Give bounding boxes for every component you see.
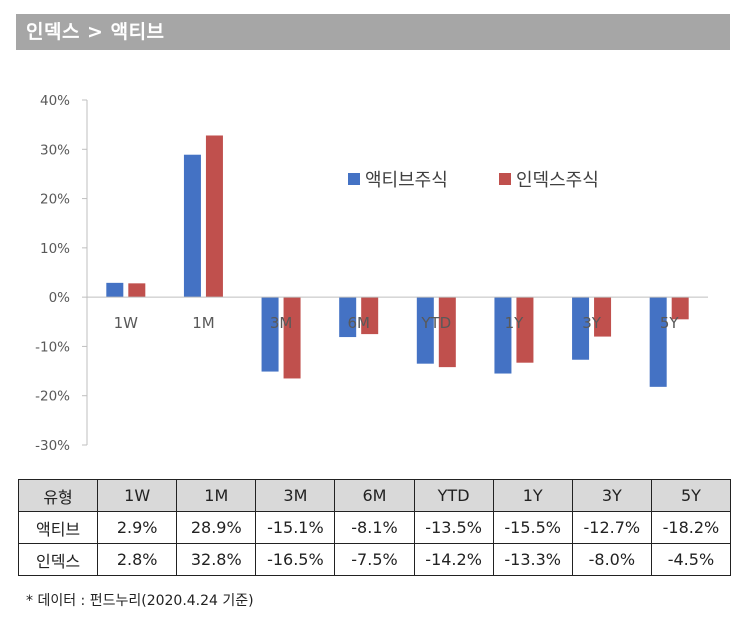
table-row-active: 액티브 2.9% 28.9% -15.1% -8.1% -13.5% -15.5… — [17, 511, 732, 544]
x-category-label: 3Y — [582, 314, 602, 332]
bar-index-1m — [205, 135, 223, 298]
table-cell: -4.5% — [650, 543, 732, 576]
bar-active-6m — [339, 297, 357, 338]
x-category-label: 1Y — [505, 314, 525, 332]
table-header-cell: 5Y — [650, 479, 732, 512]
table-cell: -13.3% — [492, 543, 573, 576]
legend-label: 액티브주식 — [365, 170, 448, 191]
table-cell: 2.8% — [97, 543, 178, 576]
bar-index-3y — [594, 297, 612, 337]
table-header-cell: 1W — [97, 479, 178, 512]
x-category-label: YTD — [420, 314, 451, 332]
y-tick-label: -20% — [35, 389, 70, 405]
legend-swatch — [348, 173, 360, 185]
table-cell: -18.2% — [650, 511, 732, 544]
bar-index-6m — [361, 297, 379, 335]
bar-index-3m — [283, 297, 301, 379]
table-header-cell: 1M — [176, 479, 257, 512]
returns-table: 유형 1W 1M 3M 6M YTD 1Y 3Y 5Y 액티브 2.9% 28.… — [17, 479, 732, 576]
bar-active-1m — [183, 154, 201, 298]
table-cell: 2.9% — [97, 511, 178, 544]
table-cell: 32.8% — [176, 543, 257, 576]
y-tick-label: 0% — [49, 290, 71, 306]
table-cell: -12.7% — [571, 511, 652, 544]
bar-active-1w — [106, 282, 124, 298]
table-cell: -15.1% — [255, 511, 336, 544]
table-cell: -7.5% — [334, 543, 415, 576]
y-tick-label: -30% — [35, 438, 70, 454]
table-header-cell: 6M — [334, 479, 415, 512]
y-tick-label: 20% — [40, 192, 70, 208]
bar-index-1w — [128, 283, 146, 298]
row-label: 액티브 — [17, 511, 99, 544]
bar-chart: 40% 30% 20% 10% 0% -10% -20% -30% 1W 1M 3M 6M YTD 1Y 3… — [35, 93, 708, 454]
bar-active-3m — [261, 297, 279, 372]
bar-index-ytd — [438, 297, 456, 368]
x-category-label: 3M — [270, 314, 293, 332]
y-tick-label: 10% — [40, 241, 70, 257]
table-cell: -8.0% — [571, 543, 652, 576]
section-title: 인덱스 > 액티브 — [26, 21, 165, 43]
table-cell: 28.9% — [176, 511, 257, 544]
table-row-index: 인덱스 2.8% 32.8% -16.5% -7.5% -14.2% -13.3… — [17, 543, 732, 576]
table-cell: -16.5% — [255, 543, 336, 576]
legend-swatch — [499, 173, 511, 185]
table-cell: -13.5% — [413, 511, 494, 544]
bar-active-5y — [649, 297, 667, 387]
bar-index-1y — [516, 297, 534, 363]
legend-label: 인덱스주식 — [516, 170, 599, 191]
table-header-cell: 3Y — [571, 479, 652, 512]
x-category-label: 6M — [347, 314, 370, 332]
x-category-label: 1W — [114, 314, 139, 332]
table-cell: -15.5% — [492, 511, 573, 544]
y-tick-label: 40% — [40, 93, 70, 109]
x-category-label: 5Y — [660, 314, 680, 332]
table-header-cell: YTD — [413, 479, 494, 512]
section-header: 인덱스 > 액티브 — [16, 14, 730, 50]
row-label: 인덱스 — [17, 543, 99, 576]
data-source-footnote: * 데이터 : 펀드누리(2020.4.24 기준) — [26, 593, 254, 609]
bar-active-3y — [572, 297, 590, 360]
table-header-cell: 유형 — [17, 479, 99, 512]
table-header-cell: 1Y — [492, 479, 573, 512]
table-cell: -8.1% — [334, 511, 415, 544]
y-tick-label: 30% — [40, 142, 70, 158]
bar-active-ytd — [416, 297, 434, 364]
x-category-label: 1M — [192, 314, 215, 332]
table-header-row: 유형 1W 1M 3M 6M YTD 1Y 3Y 5Y — [17, 479, 732, 512]
table-cell: -14.2% — [413, 543, 494, 576]
table-header-cell: 3M — [255, 479, 336, 512]
bar-active-1y — [494, 297, 512, 374]
y-tick-label: -10% — [35, 339, 70, 355]
bar-index-5y — [671, 297, 689, 320]
